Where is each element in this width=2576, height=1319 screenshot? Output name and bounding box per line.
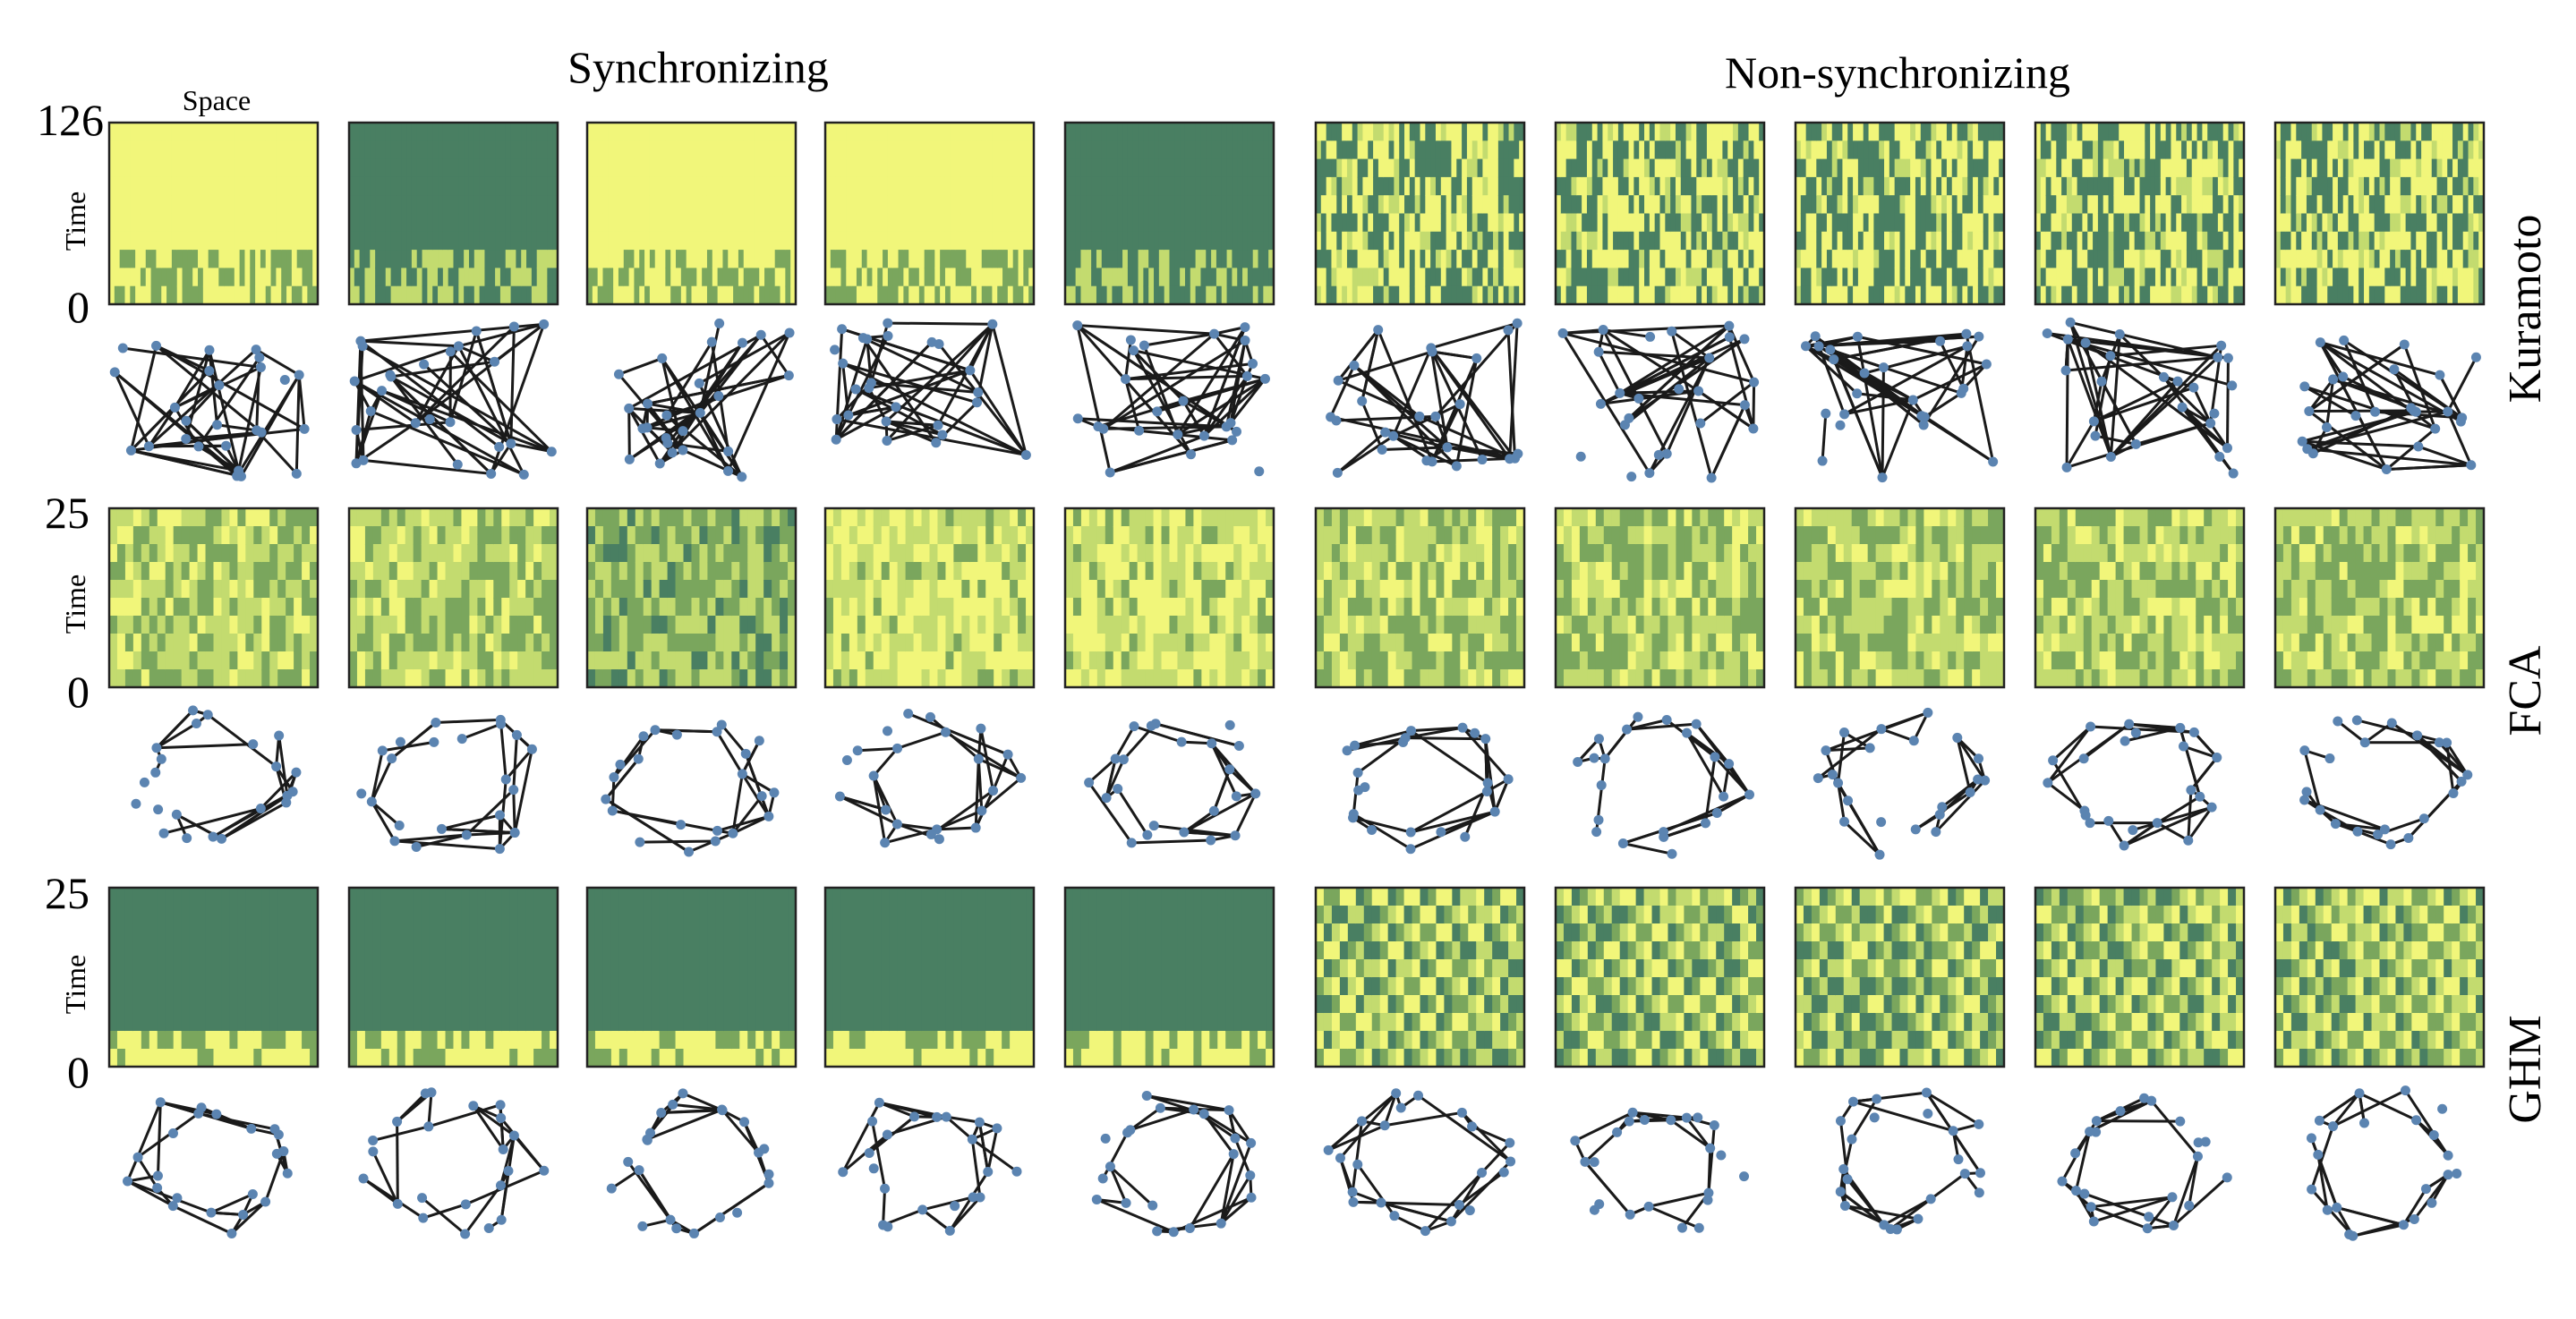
kuramoto-heatmap-5 [1063,121,1275,306]
space-axis-label: Space [183,84,251,116]
ghm-heatmap-1 [107,886,320,1068]
fca-heatmap-9 [2034,506,2246,689]
ghm-heatmap-3 [585,886,798,1068]
ghm-network-4 [838,1097,1022,1236]
ghm-network-9 [2057,1093,2232,1234]
kuramoto-network-9 [2042,317,2239,479]
header-synchronizing: Synchronizing [567,42,829,92]
fca-time-min: 0 [67,667,90,717]
fca-heatmap-5 [1063,506,1275,689]
fca-heatmap-10 [2273,506,2486,689]
panels-layer [107,121,2486,1241]
kuramoto-network-1 [109,340,310,481]
fca-network-2 [356,714,537,855]
kuramoto-network-5 [1072,320,1270,478]
ghm-network-8 [1835,1087,1985,1235]
fca-network-4 [834,709,1027,848]
fca-heatmap-8 [1794,506,2006,689]
ghm-heatmap-9 [2034,886,2246,1068]
kuramoto-heatmap-7 [1554,121,1766,306]
ghm-time-max: 25 [45,868,90,918]
fca-time-max: 25 [45,488,90,538]
ghm-heatmap-2 [347,886,559,1068]
ghm-network-10 [2306,1085,2462,1241]
header-non-synchronizing: Non-synchronizing [1725,47,2070,98]
ghm-heatmap-8 [1794,886,2006,1068]
kuramoto-heatmap-1 [107,121,320,306]
row-label-kuramoto: Kuramoto [2500,215,2551,404]
fca-heatmap-1 [107,506,320,689]
fca-time-axis-label: Time [59,574,91,634]
kuramoto-network-10 [2297,335,2481,475]
fca-network-1 [131,705,302,844]
ghm-heatmap-10 [2273,886,2486,1068]
fca-network-3 [601,719,780,857]
row-label-fca: FCA [2500,645,2551,736]
fca-network-9 [2043,719,2222,851]
ghm-network-3 [606,1088,774,1238]
row-label-ghm: GHM [2500,1015,2551,1123]
kuramoto-time-min: 0 [67,282,90,332]
fca-network-8 [1813,707,1991,860]
kuramoto-network-6 [1326,318,1523,478]
kuramoto-network-3 [613,318,795,482]
kuramoto-time-axis-label: Time [59,191,91,251]
kuramoto-heatmap-4 [823,121,1036,306]
ghm-time-min: 0 [67,1047,90,1097]
fca-network-5 [1084,719,1261,848]
fca-network-7 [1573,711,1755,859]
fca-heatmap-3 [585,506,798,689]
ghm-heatmap-7 [1554,886,1766,1068]
ghm-heatmap-6 [1314,886,1526,1068]
kuramoto-heatmap-8 [1794,121,2006,306]
ghm-heatmap-4 [823,886,1036,1068]
kuramoto-heatmap-9 [2034,121,2246,306]
fca-network-6 [1342,722,1514,855]
kuramoto-network-2 [349,319,557,480]
fca-heatmap-7 [1554,506,1766,689]
ghm-network-1 [123,1097,293,1239]
ghm-network-7 [1570,1107,1750,1233]
ghm-time-axis-label: Time [59,955,91,1014]
kuramoto-network-4 [830,318,1031,460]
ghm-network-5 [1091,1090,1257,1238]
fca-network-10 [2299,715,2473,850]
fca-heatmap-4 [823,506,1036,689]
kuramoto-heatmap-10 [2273,121,2486,306]
kuramoto-heatmap-2 [347,121,559,306]
kuramoto-heatmap-6 [1314,121,1526,306]
kuramoto-network-7 [1557,320,1760,483]
kuramoto-time-max: 126 [37,95,104,145]
kuramoto-heatmap-3 [585,121,798,306]
ghm-network-2 [358,1087,550,1239]
ghm-network-6 [1323,1088,1516,1237]
kuramoto-network-8 [1800,328,1999,483]
fca-heatmap-2 [347,506,559,689]
fca-heatmap-6 [1314,506,1526,689]
ghm-heatmap-5 [1063,886,1275,1068]
